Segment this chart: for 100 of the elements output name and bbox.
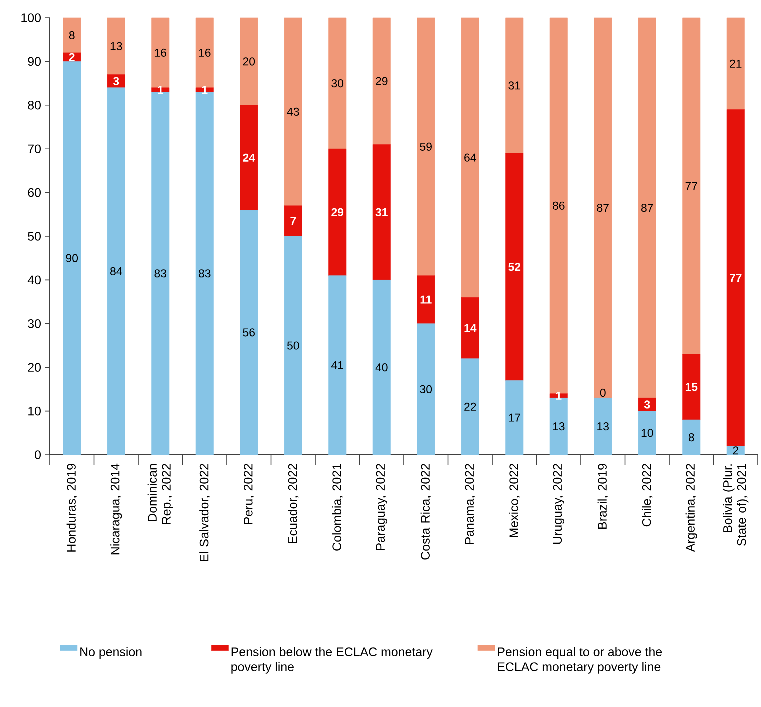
data-label: 64: [464, 154, 476, 162]
bar: [594, 18, 612, 398]
data-label: 52: [508, 263, 521, 272]
data-label: 3: [113, 77, 120, 86]
data-label: 13: [553, 422, 565, 431]
bar: [682, 420, 701, 456]
x-tick-label: Argentina, 2022: [686, 464, 698, 552]
data-label: 84: [110, 267, 122, 276]
bar: [550, 398, 568, 456]
x-tick-label: Ecuador, 2022: [288, 464, 299, 544]
y-tick-label: 0: [35, 450, 41, 460]
data-label: 43: [287, 108, 300, 116]
data-label: 30: [420, 385, 432, 394]
bar: [417, 324, 436, 456]
data-label: 59: [420, 142, 432, 151]
bar: [682, 354, 701, 420]
data-label: 16: [155, 48, 166, 58]
x-tick-label: Panama, 2022: [465, 464, 476, 544]
x-tick-label: Honduras, 2019: [66, 464, 78, 552]
y-tick-label: 100: [22, 14, 41, 22]
bar: [726, 446, 745, 456]
data-label: 16: [199, 48, 211, 58]
bar: [726, 18, 745, 110]
data-label: 8: [688, 433, 694, 442]
bar: [196, 92, 214, 456]
bar: [284, 206, 302, 237]
data-label: 14: [464, 324, 477, 332]
y-tick-label: 80: [28, 100, 41, 110]
bar: [726, 110, 745, 446]
data-label: 22: [464, 402, 476, 411]
data-label: 3: [644, 400, 650, 409]
data-label: 13: [110, 42, 122, 50]
data-label: 10: [642, 429, 654, 438]
data-label: 83: [199, 270, 211, 278]
data-label: 2: [733, 446, 738, 455]
data-label: 40: [376, 364, 388, 372]
annotation: 0: [600, 388, 606, 397]
bar: [550, 18, 568, 394]
data-label: 24: [243, 154, 256, 162]
bar: [63, 62, 82, 456]
bar: [461, 298, 480, 360]
y-tick-label: 60: [28, 188, 41, 198]
data-label: 29: [332, 208, 344, 217]
data-label: 86: [553, 202, 565, 210]
y-tick-label: 10: [28, 406, 41, 416]
bar: [240, 210, 258, 456]
data-label: 77: [686, 182, 698, 190]
legend-label: Pension equal to or above the ECLAC monetary poverty line: [498, 647, 662, 674]
bar: [328, 18, 347, 150]
data-label: 83: [154, 270, 166, 278]
bar: [638, 18, 656, 398]
data-label: 30: [332, 79, 344, 88]
data-label: 8: [69, 31, 75, 40]
y-tick-label: 30: [28, 319, 41, 328]
x-tick-label: Nicaragua, 2014: [110, 464, 122, 555]
bar: [372, 144, 391, 280]
data-label: 31: [376, 208, 388, 217]
bar: [328, 148, 347, 276]
data-label: 87: [642, 204, 654, 212]
data-label: 41: [332, 361, 344, 370]
data-label: 15: [686, 383, 698, 392]
data-label: 2: [69, 53, 75, 62]
x-tick-label: Dominican Rep., 2022: [148, 464, 174, 524]
data-label: 17: [509, 414, 520, 422]
bar: [152, 92, 170, 456]
data-label: 7: [290, 217, 296, 226]
legend-label: No pension: [80, 647, 142, 659]
x-tick-label: Chile, 2022: [642, 464, 653, 527]
x-tick-label: Costa Rica, 2022: [420, 464, 432, 560]
x-tick-label: Brazil, 2019: [598, 464, 608, 529]
bar: [638, 411, 656, 456]
bar: [328, 276, 347, 456]
data-label: 87: [597, 204, 609, 212]
bar: [506, 380, 524, 456]
bar: [372, 280, 391, 456]
bar: [461, 358, 480, 456]
bar: [284, 236, 302, 456]
data-label: 21: [730, 60, 742, 68]
y-tick-label: 90: [28, 57, 41, 66]
bar: [240, 18, 258, 106]
bar: [594, 398, 612, 456]
bar: [63, 18, 82, 54]
bar: [461, 18, 480, 298]
bar: [240, 105, 258, 210]
bar: [506, 153, 524, 381]
data-label: 29: [376, 77, 388, 86]
x-tick-label: Colombia, 2021: [332, 464, 343, 551]
data-label: 11: [420, 296, 432, 304]
bar: [107, 74, 126, 88]
bar: [506, 18, 524, 154]
data-label: 77: [730, 274, 742, 282]
bar: [372, 18, 391, 145]
x-tick-label: Uruguay, 2022: [553, 464, 565, 544]
data-label: 50: [287, 342, 300, 350]
data-label: 56: [243, 328, 255, 337]
x-tick-label: El Salvador, 2022: [200, 464, 210, 562]
x-tick-label: Peru, 2022: [244, 464, 254, 524]
bar: [417, 276, 436, 324]
x-tick-label: Paraguay, 2022: [376, 464, 388, 550]
bar: [682, 18, 701, 355]
